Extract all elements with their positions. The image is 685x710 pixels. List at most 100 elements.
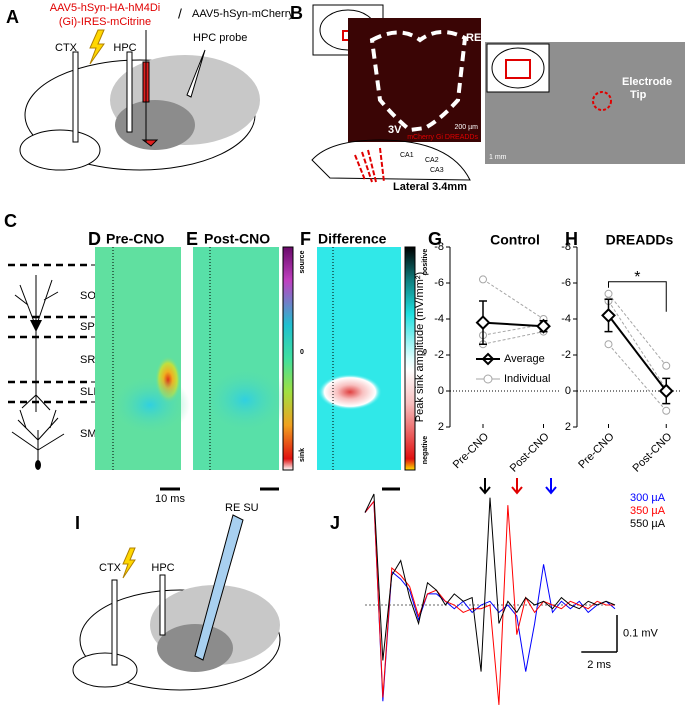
y-tick-label: -6 — [434, 277, 444, 289]
thalamus-region — [115, 100, 195, 150]
y-tick-label: -8 — [561, 241, 571, 253]
granule-soma — [35, 460, 41, 470]
thalamus-region — [157, 624, 233, 672]
y-tick-label: 2 — [565, 421, 571, 433]
csd-difference — [318, 374, 382, 410]
stimulation-icon — [122, 547, 136, 579]
average-point — [536, 318, 551, 334]
panel-c: C SOr SPyr SRad SLM SMol — [4, 211, 108, 470]
chart-title: Control — [490, 232, 540, 248]
histology-image — [348, 18, 481, 142]
site-label: HPC probe — [193, 32, 247, 44]
x-tick-label: Post-CNO — [630, 430, 674, 474]
individual-point — [604, 289, 613, 298]
legend-label: Individual — [504, 373, 550, 385]
y-tick-label: -4 — [561, 313, 571, 325]
panel-label: D — [88, 229, 101, 249]
layer-label: SOr — [80, 290, 100, 302]
trace — [364, 500, 615, 705]
scale-label: 2 ms — [587, 659, 611, 671]
stain-label: mCherry Gi DREADDs — [407, 134, 478, 141]
panel-title: Difference — [318, 231, 387, 247]
csd-map — [193, 247, 279, 470]
y-tick-label: -4 — [434, 313, 444, 325]
csd-panels: D Pre-CNO 10 ms E Post-CNO source 0 sink… — [88, 229, 429, 505]
legend-label: Average — [504, 353, 545, 365]
csd-source — [110, 375, 190, 435]
y-tick-label: 0 — [565, 385, 571, 397]
average-line — [607, 314, 668, 392]
legend-marker — [476, 352, 500, 366]
panel-b: B RE 3V 200 µm mCherry Gi DREADDs CA1 CA… — [290, 3, 685, 193]
csd-source — [200, 365, 290, 435]
average-point — [658, 383, 674, 399]
scale-label: 1 mm — [489, 154, 507, 161]
virus-label: AAV5-hSyn-mCherry — [192, 8, 294, 20]
x-tick-label: Pre-CNO — [576, 430, 617, 471]
legend-label: 350 µA — [630, 505, 666, 517]
unit-electrode — [194, 514, 244, 661]
panel-title: Post-CNO — [204, 231, 270, 247]
site-label: HPC — [151, 562, 174, 574]
individual-point — [479, 275, 487, 284]
atlas-outline — [491, 47, 545, 89]
olfactory-bulb — [19, 129, 101, 171]
colorbar — [404, 246, 416, 471]
panel-label: J — [330, 513, 340, 533]
re-outline — [369, 30, 468, 133]
panel-label: F — [300, 229, 311, 249]
panel-label: B — [290, 3, 303, 23]
panel-label: E — [186, 229, 198, 249]
colorbar-label: sink — [299, 448, 306, 462]
y-tick-label: -6 — [561, 277, 571, 289]
y-tick-label: 2 — [438, 421, 444, 433]
site-label: RE SU — [225, 502, 259, 514]
y-tick-label: -2 — [434, 349, 444, 361]
panel-i: I CTX HPC RE SU — [72, 502, 281, 691]
electrode-tip-marker — [592, 91, 612, 111]
region-label: CA2 — [425, 157, 439, 164]
panel-label: I — [75, 513, 80, 533]
site-label: HPC — [113, 42, 136, 54]
panel-label: A — [6, 7, 19, 27]
individual-line — [482, 331, 544, 345]
individual-line — [482, 278, 544, 320]
colorbar-label: 0 — [300, 349, 304, 356]
individual-line — [608, 293, 667, 367]
site-label: CTX — [99, 562, 122, 574]
individual-point — [604, 340, 613, 349]
spike-arrows — [479, 478, 557, 495]
panel-label: H — [565, 229, 578, 249]
legend-marker — [476, 374, 500, 384]
stimulation-icon — [89, 29, 105, 65]
hpc-electrode — [126, 51, 133, 133]
individual-point — [662, 361, 671, 370]
x-tick-label: Post-CNO — [508, 430, 552, 474]
colorbar-label: positive — [422, 249, 429, 276]
region-label: 3V — [388, 124, 402, 136]
colorbar-label: source — [299, 250, 306, 273]
atlas-inset — [486, 43, 550, 93]
tip-label: Tip — [630, 89, 647, 101]
lateral-label: Lateral 3.4mm — [393, 181, 467, 193]
hpc-electrode — [159, 574, 166, 636]
trace — [364, 493, 616, 672]
site-label: CTX — [55, 42, 78, 54]
tip-label: Electrode — [622, 76, 672, 88]
legend-label: 300 µA — [630, 492, 666, 504]
legend-label: 550 µA — [630, 518, 666, 530]
sagittal-outline — [311, 139, 471, 181]
average-point — [601, 307, 616, 323]
panel-label: G — [428, 229, 442, 249]
trace — [364, 500, 616, 702]
region-label: CA3 — [430, 167, 444, 174]
y-tick-label: 0 — [438, 385, 444, 397]
significance-bracket — [608, 281, 667, 312]
separator: / — [178, 6, 182, 22]
colorbar — [282, 246, 294, 471]
pyramidal-neuron — [14, 275, 59, 412]
electrode-tracks — [354, 147, 385, 183]
csd-map — [317, 247, 401, 470]
region-label: RE — [466, 32, 481, 44]
